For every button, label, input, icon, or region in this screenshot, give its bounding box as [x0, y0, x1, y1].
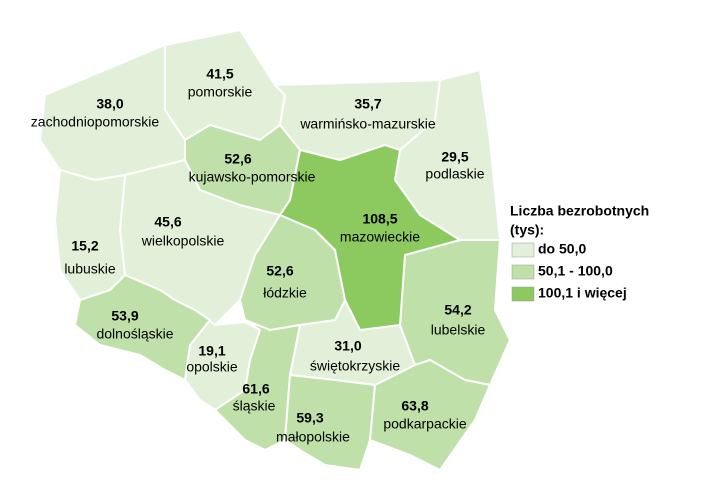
region: [74, 274, 211, 381]
value-label: 29,5: [441, 149, 468, 165]
legend-swatch: [511, 242, 535, 258]
value-label: 15,2: [71, 238, 98, 254]
value-label: 108,5: [362, 211, 397, 227]
legend-swatch: [511, 286, 535, 302]
legend-swatch: [511, 264, 535, 280]
region: [279, 144, 461, 331]
region-name: świętokrzyskie: [310, 358, 400, 374]
region-name: podkarpackie: [383, 416, 466, 432]
value-label: 19,1: [198, 343, 225, 359]
value-label: 54,2: [444, 302, 471, 318]
region: [284, 374, 376, 471]
legend-label: 50,1 - 100,0: [538, 263, 613, 279]
region-name: podlaskie: [425, 166, 484, 182]
region-name: mazowieckie: [340, 229, 420, 245]
region-name: dolnośląskie: [96, 326, 173, 342]
region-name: zachodniopomorskie: [31, 114, 160, 130]
region-name: warmińsko-mazurskie: [299, 116, 436, 132]
region-name: łódzkie: [263, 285, 307, 301]
regions: [39, 29, 511, 471]
legend-title: (tys):: [510, 222, 544, 238]
value-label: 59,3: [296, 410, 323, 426]
value-label: 41,5: [206, 66, 233, 82]
legend-label: do 50,0: [538, 241, 586, 257]
value-label: 52,6: [224, 151, 251, 167]
region-name: kujawsko-pomorskie: [189, 169, 316, 185]
labels: 38,0 zachodniopomorskie 41,5 pomorskie 35,7 w…: [31, 66, 486, 445]
value-label: 45,6: [154, 214, 181, 230]
value-label: 31,0: [334, 338, 361, 354]
region-name: małopolskie: [276, 429, 350, 445]
legend: Liczba bezrobotnych (tys): do 50,0 50,1 -…: [510, 203, 649, 302]
value-label: 52,6: [266, 263, 293, 279]
region: [214, 319, 301, 451]
value-label: 63,8: [401, 398, 428, 414]
region-name: lubelskie: [431, 322, 486, 338]
region-name: śląskie: [233, 398, 276, 414]
region: [369, 359, 491, 471]
legend-title: Liczba bezrobotnych: [510, 203, 649, 219]
region: [39, 44, 186, 181]
region-name: lubuskie: [64, 261, 116, 277]
value-label: 38,0: [96, 96, 123, 112]
value-label: 61,6: [242, 381, 269, 397]
region-name: pomorskie: [188, 84, 253, 100]
region-name: opolskie: [186, 359, 238, 375]
value-label: 35,7: [354, 96, 381, 112]
value-label: 53,9: [111, 308, 138, 324]
region: [54, 169, 126, 301]
region-name: wielkopolskie: [141, 233, 225, 249]
legend-label: 100,1 i więcej: [538, 285, 627, 301]
